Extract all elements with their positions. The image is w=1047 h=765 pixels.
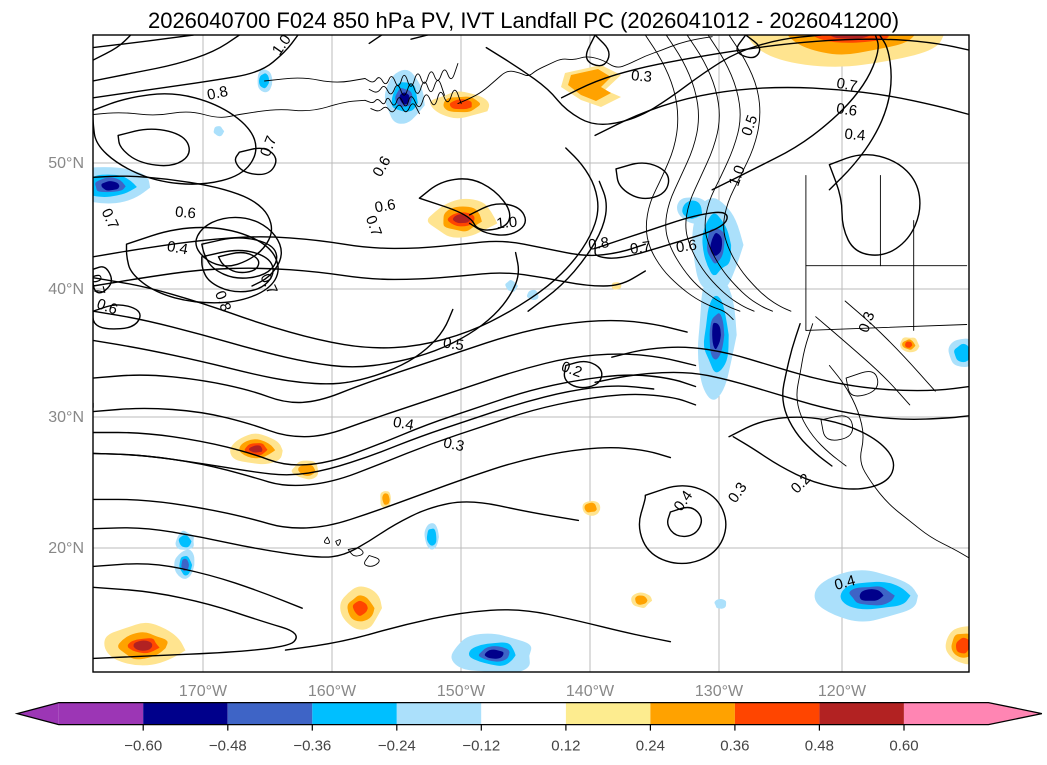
svg-text:20°N: 20°N bbox=[48, 540, 84, 557]
svg-text:40°N: 40°N bbox=[48, 281, 84, 298]
svg-text:50°N: 50°N bbox=[48, 155, 84, 172]
svg-text:0.60: 0.60 bbox=[889, 738, 918, 755]
svg-text:130°W: 130°W bbox=[695, 683, 744, 700]
svg-text:0.7: 0.7 bbox=[835, 75, 858, 95]
svg-text:0.36: 0.36 bbox=[720, 738, 749, 755]
svg-text:−0.36: −0.36 bbox=[293, 738, 331, 755]
svg-text:0.6: 0.6 bbox=[835, 100, 858, 120]
svg-text:−0.24: −0.24 bbox=[378, 738, 416, 755]
svg-text:−0.12: −0.12 bbox=[462, 738, 500, 755]
svg-text:0.3: 0.3 bbox=[630, 67, 652, 86]
svg-text:30°N: 30°N bbox=[48, 409, 84, 426]
svg-text:0.6: 0.6 bbox=[373, 196, 396, 216]
svg-text:0.6: 0.6 bbox=[675, 237, 698, 257]
svg-text:120°W: 120°W bbox=[818, 683, 867, 700]
svg-text:160°W: 160°W bbox=[308, 683, 357, 700]
svg-text:0.4: 0.4 bbox=[166, 238, 189, 258]
svg-text:0.48: 0.48 bbox=[805, 738, 834, 755]
svg-text:0.12: 0.12 bbox=[551, 738, 580, 755]
svg-text:140°W: 140°W bbox=[566, 683, 615, 700]
svg-text:1.0: 1.0 bbox=[496, 214, 518, 233]
svg-text:0.4: 0.4 bbox=[392, 414, 415, 434]
svg-text:0.24: 0.24 bbox=[636, 738, 665, 755]
svg-text:0.8: 0.8 bbox=[587, 234, 610, 254]
svg-text:150°W: 150°W bbox=[437, 683, 486, 700]
svg-text:0.5: 0.5 bbox=[442, 334, 465, 354]
svg-text:170°W: 170°W bbox=[179, 683, 228, 700]
svg-text:0.6: 0.6 bbox=[174, 204, 196, 223]
svg-text:0.7: 0.7 bbox=[629, 238, 652, 258]
svg-text:−0.48: −0.48 bbox=[209, 738, 247, 755]
svg-text:−0.60: −0.60 bbox=[124, 738, 162, 755]
svg-text:0.4: 0.4 bbox=[844, 126, 866, 145]
